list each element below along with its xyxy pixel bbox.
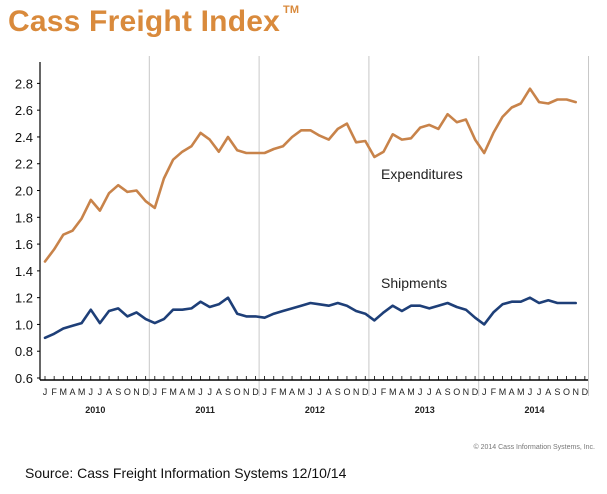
x-month-label: J (372, 387, 377, 397)
x-month-label: S (115, 387, 121, 397)
x-month-label: J (262, 387, 267, 397)
x-month-label: S (445, 387, 451, 397)
x-month-label: O (343, 387, 350, 397)
series-label-shipments: Shipments (381, 275, 447, 291)
x-month-label: A (69, 387, 75, 397)
x-month-label: A (326, 387, 332, 397)
x-month-label: D (142, 387, 149, 397)
y-tick-label: 1.0 (15, 317, 33, 332)
x-month-label: S (554, 387, 560, 397)
x-month-label: M (279, 387, 287, 397)
x-month-label: J (43, 387, 48, 397)
x-year-label: 2014 (525, 405, 545, 415)
x-month-label: M (517, 387, 525, 397)
y-tick-label: 0.6 (15, 371, 33, 386)
x-month-label: J (308, 387, 313, 397)
y-tick-label: 2.2 (15, 157, 33, 172)
x-month-label: F (381, 387, 387, 397)
y-tick-label: 1.2 (15, 291, 33, 306)
x-month-label: J (317, 387, 322, 397)
y-tick-label: 2.0 (15, 184, 33, 199)
x-month-label: J (482, 387, 487, 397)
x-month-label: A (399, 387, 405, 397)
x-month-label: A (289, 387, 295, 397)
y-tick-label: 1.6 (15, 237, 33, 252)
trademark-mark: TM (283, 4, 300, 16)
series-labels: Expenditures Shipments (381, 166, 463, 291)
x-year-label: 2012 (305, 405, 325, 415)
x-month-label: J (89, 387, 94, 397)
x-month-label: O (563, 387, 570, 397)
x-month-label: N (463, 387, 470, 397)
x-month-label: M (389, 387, 397, 397)
x-month-label: S (225, 387, 231, 397)
x-month-label: F (161, 387, 167, 397)
y-tick-label: 2.6 (15, 103, 33, 118)
x-month-label: J (198, 387, 203, 397)
x-month-label: D (252, 387, 259, 397)
x-month-label: M (188, 387, 196, 397)
x-month-label: A (435, 387, 441, 397)
series-line-shipments (43, 296, 578, 340)
chart-title: Cass Freight Index TM (8, 4, 299, 39)
x-month-label: D (362, 387, 369, 397)
x-month-label: A (216, 387, 222, 397)
x-month-label: F (271, 387, 277, 397)
x-month-label: J (418, 387, 423, 397)
x-month-label: M (297, 387, 305, 397)
x-month-label: D (582, 387, 589, 397)
axes (39, 62, 588, 381)
x-year-label: 2013 (415, 405, 435, 415)
x-month-label: J (98, 387, 103, 397)
x-month-label: A (106, 387, 112, 397)
x-month-label: N (243, 387, 250, 397)
x-year-label: 2011 (195, 405, 215, 415)
x-month-label: O (234, 387, 241, 397)
series-line-expenditures (43, 87, 578, 263)
copyright-note: © 2014 Cass Information Systems, Inc. (474, 443, 596, 451)
gridlines (148, 56, 590, 396)
x-month-label: J (207, 387, 212, 397)
source-note: Source: Cass Freight Information Systems… (25, 465, 347, 481)
x-month-label: N (353, 387, 360, 397)
x-month-label: J (537, 387, 542, 397)
x-month-label: M (169, 387, 177, 397)
x-year-label: 2010 (85, 405, 105, 415)
x-month-label: M (499, 387, 507, 397)
y-tick-label: 1.4 (15, 264, 33, 279)
x-month-label: O (124, 387, 131, 397)
x-month-label: J (427, 387, 432, 397)
x-month-label: J (528, 387, 533, 397)
x-month-label: A (509, 387, 515, 397)
x-month-label: D (472, 387, 479, 397)
x-month-label: S (335, 387, 341, 397)
x-month-label: M (78, 387, 86, 397)
series-lines (43, 87, 578, 340)
x-month-label: N (133, 387, 140, 397)
y-tick-label: 0.8 (15, 344, 33, 359)
x-month-label: N (572, 387, 579, 397)
y-axis-ticks: 0.6 0.8 1.0 1.2 1.4 1.6 1.8 2.0 2.2 2.4 2.6 2.8 (15, 76, 40, 386)
x-month-label: O (453, 387, 460, 397)
y-tick-label: 2.8 (15, 76, 33, 91)
title-text: Cass Freight Index (8, 5, 281, 38)
x-month-label: J (153, 387, 158, 397)
x-month-label: A (179, 387, 185, 397)
y-tick-label: 1.8 (15, 210, 33, 225)
y-tick-label: 2.4 (15, 130, 33, 145)
x-month-label: F (491, 387, 497, 397)
x-month-label: M (407, 387, 415, 397)
x-month-label: A (545, 387, 551, 397)
x-month-label: M (60, 387, 68, 397)
series-label-expenditures: Expenditures (381, 166, 463, 182)
x-month-label: F (51, 387, 57, 397)
